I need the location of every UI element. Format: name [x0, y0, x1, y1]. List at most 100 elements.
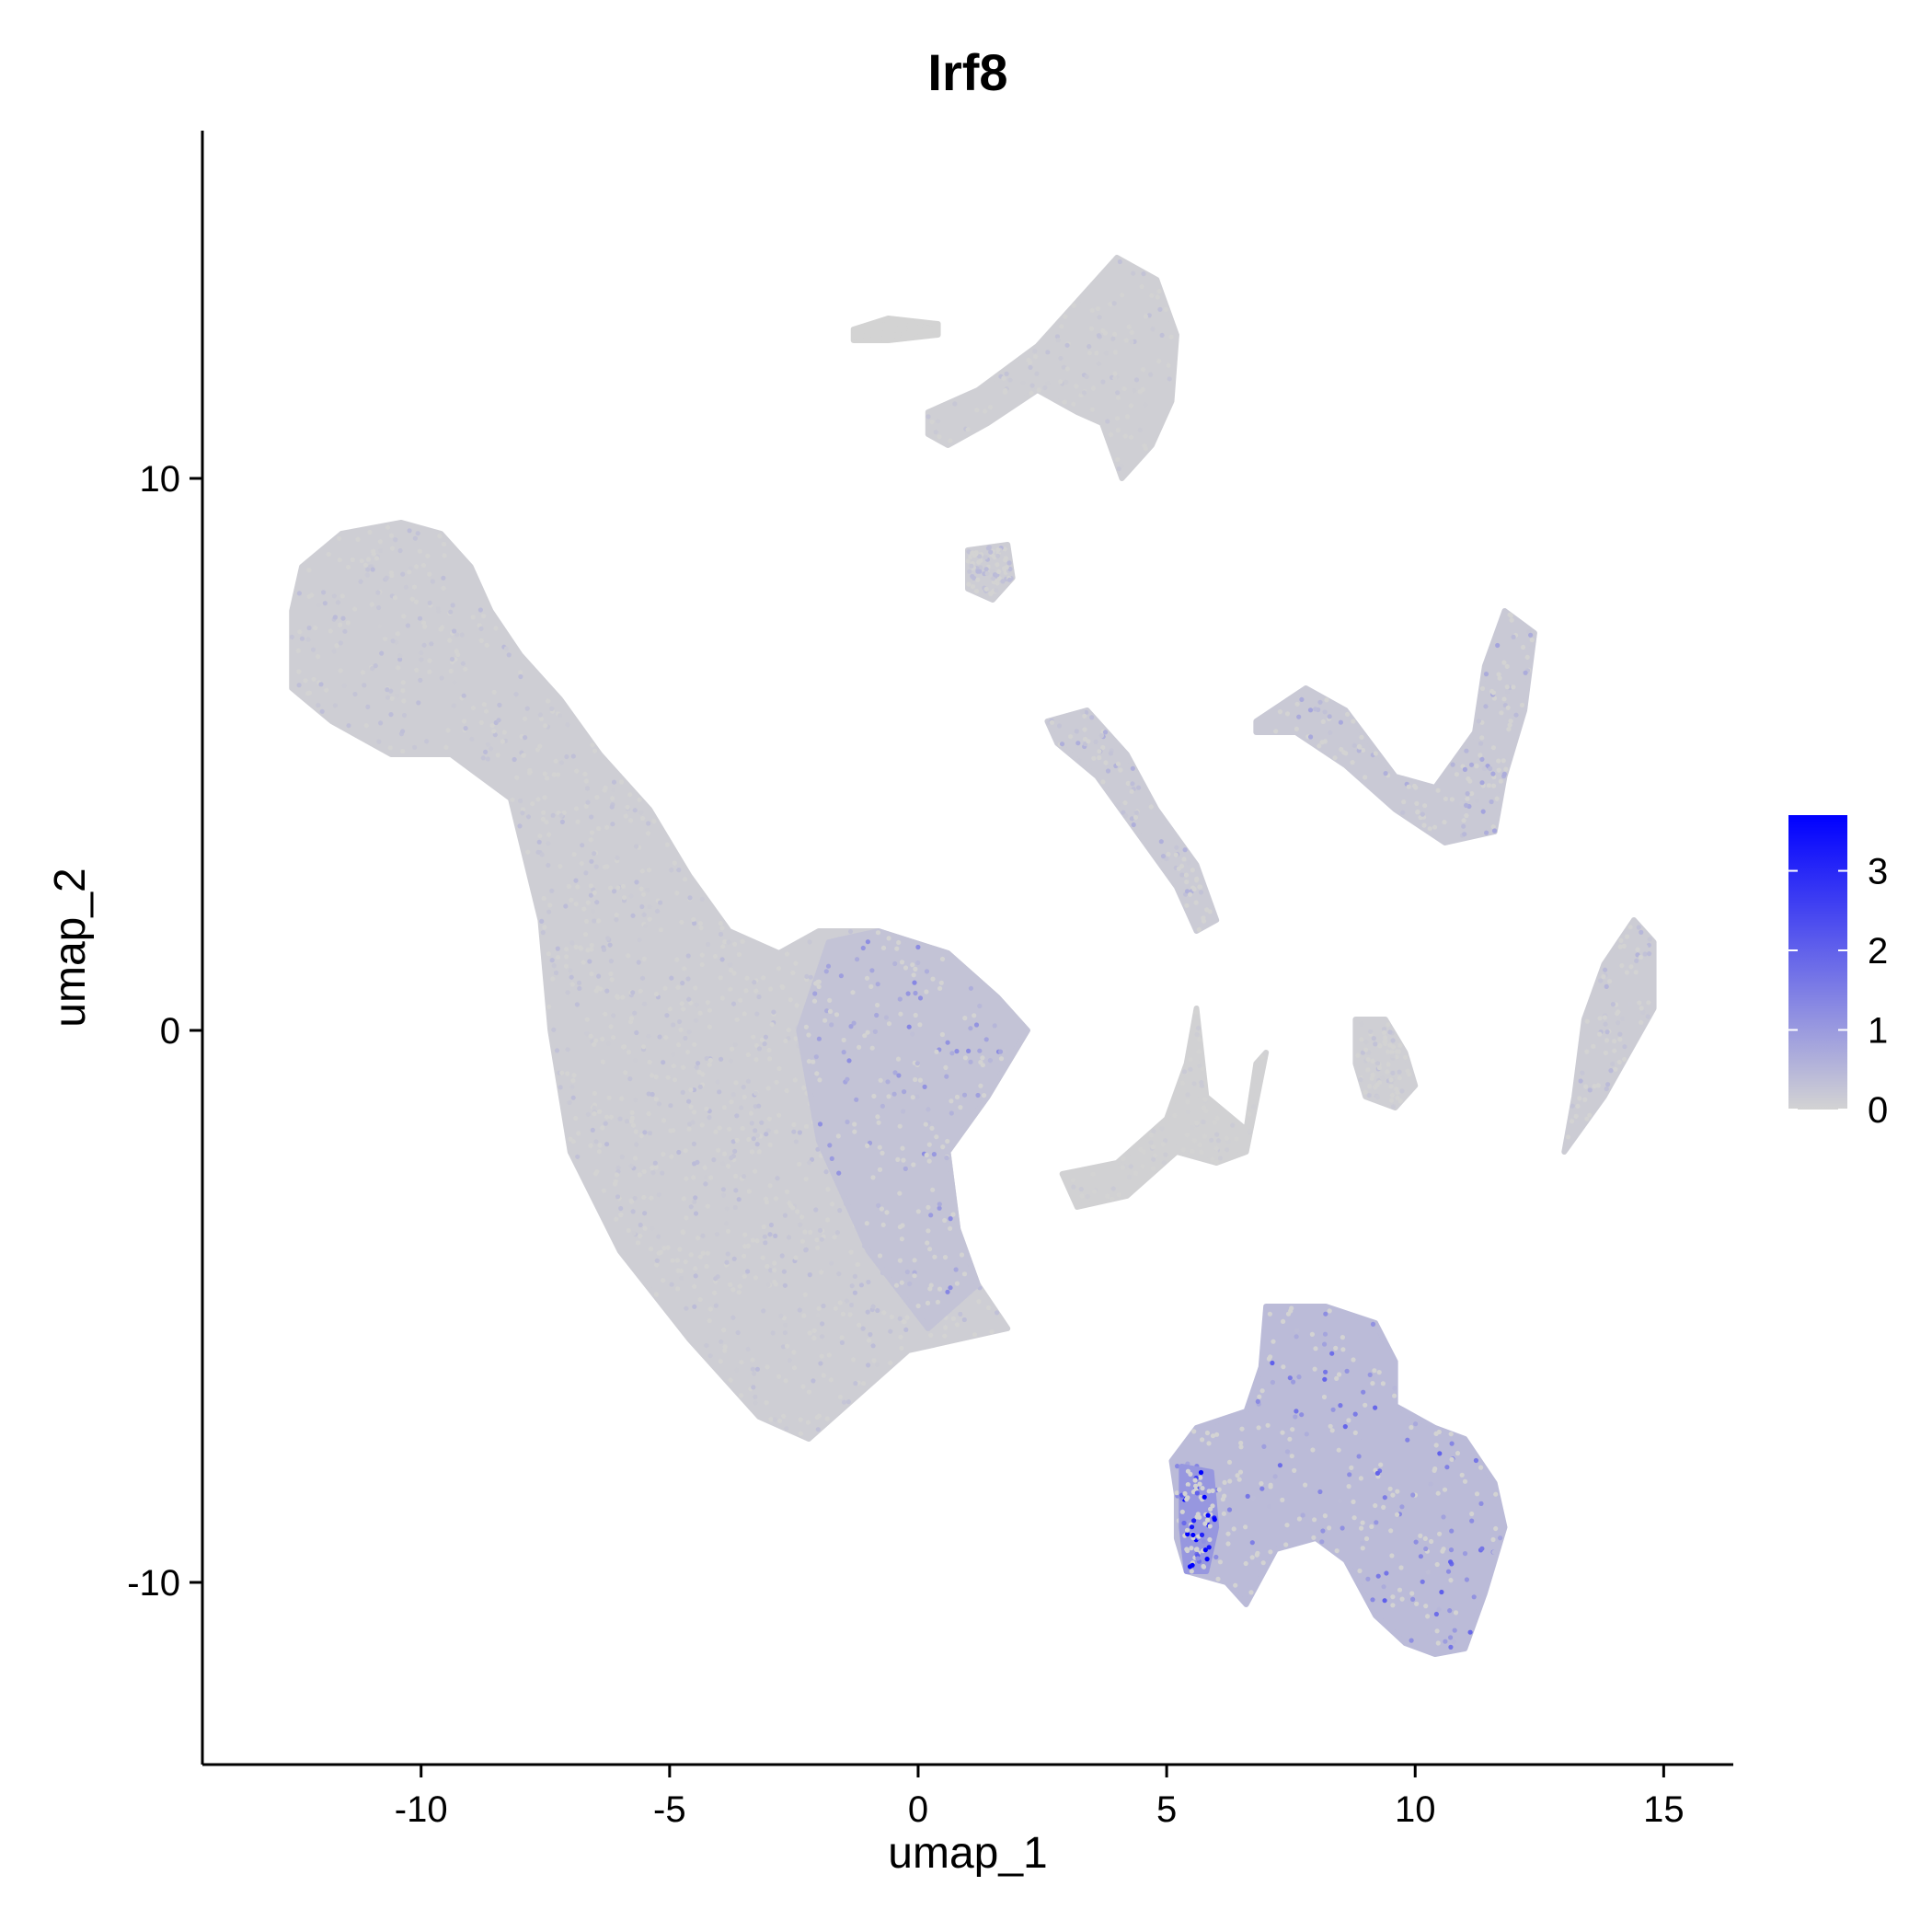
cell-point: [1137, 389, 1143, 395]
cell-point: [1063, 314, 1068, 319]
cell-point: [611, 779, 617, 785]
cell-point: [821, 1303, 826, 1309]
cell-point: [943, 1325, 949, 1330]
cell-point: [385, 524, 391, 530]
cell-point: [717, 1125, 722, 1131]
cell-point: [1397, 1042, 1403, 1048]
cell-point: [1174, 845, 1179, 850]
cell-point: [1204, 1557, 1210, 1562]
cell-point: [1498, 1535, 1503, 1541]
cell-point: [1575, 1103, 1581, 1109]
cell-point: [682, 877, 688, 882]
cell-point: [661, 1060, 666, 1065]
cell-point: [1479, 1546, 1485, 1551]
cell-point: [296, 683, 302, 688]
cell-point: [916, 330, 923, 336]
cell-point: [1108, 302, 1113, 307]
cell-point: [481, 702, 488, 707]
cell-point: [1174, 1490, 1179, 1496]
cell-point: [816, 1305, 822, 1311]
cell-point: [976, 559, 982, 565]
cell-point: [978, 565, 983, 570]
cell-point: [661, 1278, 666, 1283]
cell-point: [628, 893, 634, 899]
cell-point: [871, 1093, 877, 1099]
cell-point: [801, 1085, 807, 1090]
cell-point: [926, 320, 931, 326]
cell-point: [944, 1155, 949, 1161]
cell-point: [537, 834, 543, 839]
cell-point: [797, 1130, 803, 1135]
cell-point: [631, 1122, 637, 1128]
cell-point: [822, 1018, 828, 1023]
cell-point: [733, 1080, 739, 1086]
cell-point: [448, 668, 454, 674]
cell-point: [818, 1227, 823, 1233]
cell-point: [1191, 1429, 1197, 1434]
cell-point: [1363, 1402, 1368, 1408]
cell-point: [1194, 1490, 1200, 1496]
cell-point: [910, 962, 915, 968]
cell-point: [742, 1273, 747, 1279]
cell-point: [942, 1333, 948, 1339]
cell-point: [1478, 753, 1483, 758]
cell-point: [1213, 1150, 1219, 1156]
cell-point: [1386, 1062, 1391, 1067]
cell-point: [697, 1296, 703, 1303]
cell-point: [1123, 338, 1129, 343]
cell-point: [1136, 785, 1142, 790]
cell-point: [778, 1313, 784, 1318]
cell-point: [638, 988, 643, 994]
cell-point: [980, 1055, 985, 1061]
cell-point: [420, 562, 426, 569]
cell-point: [1387, 1029, 1393, 1035]
cell-point: [1467, 778, 1473, 784]
cell-point: [371, 548, 376, 555]
x-tick-label: 10: [1395, 1789, 1436, 1830]
cell-point: [1309, 1331, 1315, 1337]
cell-point: [400, 571, 406, 577]
cell-point: [1202, 1097, 1208, 1102]
cell-point: [989, 1329, 995, 1335]
cell-point: [1358, 1076, 1363, 1083]
cell-point: [940, 1144, 946, 1150]
cell-point: [841, 1050, 846, 1055]
cell-point: [1045, 350, 1051, 355]
cell-point: [546, 951, 552, 957]
cell-point: [852, 1121, 857, 1127]
cell-point: [332, 615, 338, 620]
cell-point: [1513, 712, 1519, 718]
cell-point: [1379, 1058, 1386, 1064]
cell-point: [527, 767, 533, 774]
cell-point: [1079, 1193, 1085, 1199]
colorbar-tick-label: 2: [1868, 931, 1888, 972]
cell-point: [705, 1250, 710, 1256]
cell-point: [370, 666, 375, 672]
cell-point: [1627, 1001, 1633, 1006]
cell-point: [1423, 1546, 1429, 1552]
cell-point: [807, 1243, 812, 1248]
cell-point: [669, 975, 674, 981]
cell-point: [582, 771, 588, 777]
cell-point: [958, 1311, 963, 1317]
cell-point: [1380, 1381, 1386, 1386]
cell-point: [654, 1258, 660, 1263]
cell-point: [1577, 1096, 1582, 1101]
cell-point: [874, 1012, 880, 1018]
cell-point: [704, 1342, 709, 1349]
cell-point: [623, 813, 628, 819]
cell-point: [1313, 707, 1318, 712]
cell-point: [924, 989, 929, 995]
cell-point: [1190, 1125, 1195, 1131]
cell-point: [611, 1013, 616, 1018]
cell-point: [685, 976, 691, 982]
cell-point: [692, 1199, 697, 1204]
cluster-center-small-cluster: [1352, 1017, 1419, 1110]
cell-point: [926, 1204, 931, 1210]
cell-point: [1197, 1481, 1202, 1487]
cell-point: [1440, 1548, 1445, 1554]
cell-point: [891, 324, 896, 329]
cell-point: [704, 1055, 709, 1062]
cell-point: [1395, 1090, 1400, 1096]
cell-point: [1340, 1525, 1345, 1531]
